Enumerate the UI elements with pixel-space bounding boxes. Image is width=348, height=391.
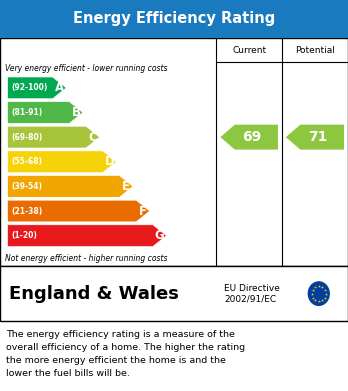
Bar bbox=[0, 0, 348, 38]
Text: (1-20): (1-20) bbox=[12, 231, 38, 240]
Text: F: F bbox=[139, 204, 147, 217]
Text: lower the fuel bills will be.: lower the fuel bills will be. bbox=[6, 369, 130, 378]
Polygon shape bbox=[8, 102, 83, 123]
Circle shape bbox=[308, 282, 329, 305]
Text: Energy Efficiency Rating: Energy Efficiency Rating bbox=[73, 11, 275, 27]
Polygon shape bbox=[220, 125, 278, 150]
Text: Potential: Potential bbox=[295, 45, 335, 55]
Text: (21-38): (21-38) bbox=[12, 206, 43, 215]
Text: A: A bbox=[55, 81, 64, 94]
Text: B: B bbox=[72, 106, 81, 119]
Text: England & Wales: England & Wales bbox=[9, 285, 179, 303]
Text: (92-100): (92-100) bbox=[12, 83, 48, 92]
Text: (55-68): (55-68) bbox=[12, 157, 43, 166]
Polygon shape bbox=[8, 77, 66, 99]
Text: Current: Current bbox=[232, 45, 266, 55]
Text: (81-91): (81-91) bbox=[12, 108, 43, 117]
Text: Not energy efficient - higher running costs: Not energy efficient - higher running co… bbox=[5, 253, 168, 263]
Text: The energy efficiency rating is a measure of the: The energy efficiency rating is a measur… bbox=[6, 330, 235, 339]
Text: Very energy efficient - lower running costs: Very energy efficient - lower running co… bbox=[5, 64, 168, 73]
Bar bbox=[0, 266, 348, 321]
Text: EU Directive
2002/91/EC: EU Directive 2002/91/EC bbox=[224, 284, 280, 303]
Text: G: G bbox=[155, 229, 165, 242]
Text: (69-80): (69-80) bbox=[12, 133, 43, 142]
Bar bbox=[0, 38, 348, 266]
Text: overall efficiency of a home. The higher the rating: overall efficiency of a home. The higher… bbox=[6, 343, 245, 352]
Text: the more energy efficient the home is and the: the more energy efficient the home is an… bbox=[6, 356, 226, 365]
Polygon shape bbox=[8, 200, 150, 222]
Polygon shape bbox=[8, 151, 116, 172]
Polygon shape bbox=[8, 176, 133, 197]
Text: C: C bbox=[88, 131, 97, 143]
Polygon shape bbox=[286, 125, 344, 150]
Text: E: E bbox=[122, 180, 130, 193]
Text: 69: 69 bbox=[243, 130, 262, 144]
Polygon shape bbox=[8, 126, 100, 148]
Text: D: D bbox=[105, 155, 114, 168]
Text: 71: 71 bbox=[308, 130, 327, 144]
Polygon shape bbox=[8, 225, 166, 246]
Text: (39-54): (39-54) bbox=[12, 182, 43, 191]
